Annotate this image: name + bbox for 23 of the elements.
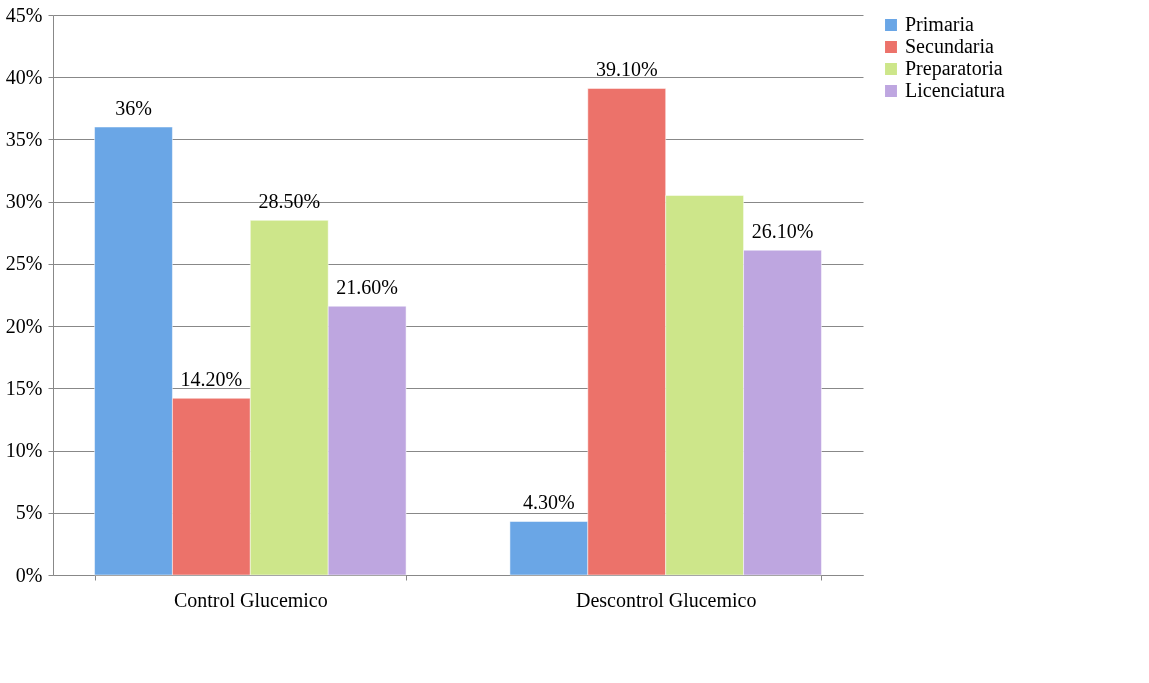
x-tick-label: Control Glucemico bbox=[173, 588, 328, 611]
data-label: 4.30% bbox=[523, 491, 575, 514]
x-tick-label: Descontrol Glucemico bbox=[575, 588, 757, 611]
y-tick-label: 10% bbox=[5, 439, 43, 462]
data-label: 28.50% bbox=[258, 190, 321, 213]
data-label: 26.10% bbox=[751, 220, 814, 243]
legend-label: Primaria bbox=[905, 13, 974, 35]
legend-label: Preparatoria bbox=[905, 57, 1003, 80]
y-tick-label: 15% bbox=[5, 376, 43, 399]
y-tick-label: 0% bbox=[15, 563, 43, 586]
data-label: 39.10% bbox=[595, 58, 658, 81]
data-label: 14.20% bbox=[180, 368, 243, 391]
y-tick-label: 30% bbox=[5, 190, 43, 213]
data-label: 36% bbox=[115, 97, 152, 119]
y-tick-label: 5% bbox=[15, 501, 43, 524]
y-tick-label: 20% bbox=[5, 314, 43, 337]
y-tick-label: 45% bbox=[5, 3, 43, 26]
legend-label: Licenciatura bbox=[905, 79, 1006, 101]
y-tick-label: 40% bbox=[5, 65, 43, 88]
y-tick-label: 35% bbox=[5, 127, 43, 150]
data-label: 21.60% bbox=[336, 276, 398, 299]
legend-label: Secundaria bbox=[905, 35, 994, 57]
y-tick-label: 25% bbox=[5, 252, 43, 275]
